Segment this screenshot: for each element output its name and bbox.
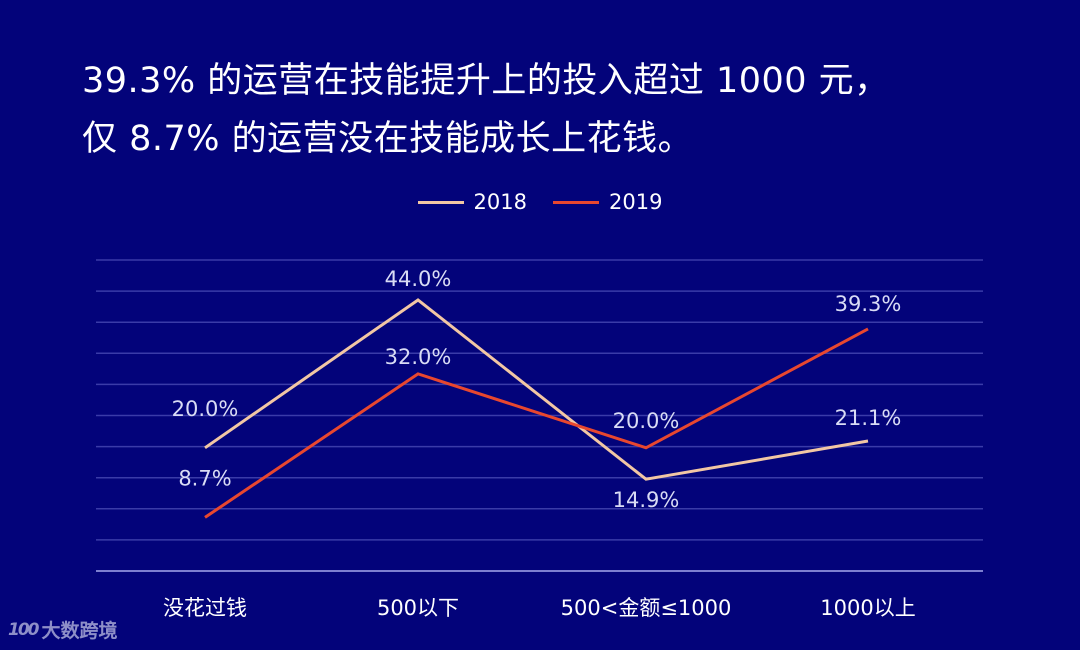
- data-label-2018: 14.9%: [613, 488, 680, 512]
- legend-label-2018: 2018: [473, 190, 527, 214]
- data-label-2019: 20.0%: [613, 409, 680, 433]
- watermark-text: 大数跨境: [41, 620, 118, 642]
- legend-item-2019[interactable]: 2019: [553, 190, 662, 214]
- chart-legend: 2018 2019: [0, 190, 1080, 214]
- series-line-2018: [204, 298, 869, 481]
- data-label-2018: 20.0%: [172, 397, 239, 421]
- x-axis-label: 500以下: [376, 596, 460, 620]
- data-label-2018: 44.0%: [385, 267, 452, 291]
- x-axis-label: 没花过钱: [163, 596, 247, 620]
- watermark: 100 大数跨境: [8, 616, 118, 643]
- data-label-2018: 21.1%: [835, 406, 902, 430]
- legend-swatch-2019: [553, 200, 599, 204]
- data-label-2019: 32.0%: [385, 345, 452, 369]
- series-line-2019: [204, 327, 869, 519]
- data-label-2019: 8.7%: [178, 466, 231, 490]
- x-axis-label: 500<金额≤1000: [560, 596, 732, 620]
- data-labels: 20.0% 44.0% 14.9% 21.1% 8.7% 32.0% 20.0% 39.3%: [172, 267, 902, 512]
- title-line-2: 仅 8.7% 的运营没在技能成长上花钱。: [82, 119, 694, 159]
- brand-logo-icon: 100: [8, 619, 39, 640]
- data-label-2019: 39.3%: [835, 292, 902, 316]
- legend-label-2019: 2019: [609, 190, 663, 214]
- legend-swatch-2018: [417, 200, 464, 204]
- x-axis-label: 1000以上: [820, 596, 916, 620]
- legend-item-2018[interactable]: 2018: [417, 190, 527, 214]
- title-line-1: 39.3% 的运营在技能提升上的投入超过 1000 元，: [82, 61, 890, 101]
- chart-title: 39.3% 的运营在技能提升上的投入超过 1000 元， 仅 8.7% 的运营没…: [82, 52, 890, 168]
- series-lines: [204, 298, 869, 519]
